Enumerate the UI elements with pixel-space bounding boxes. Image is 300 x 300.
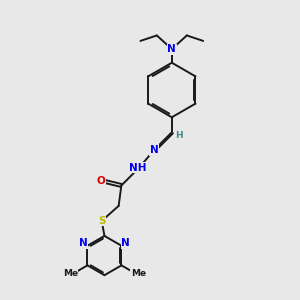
Text: N: N <box>121 238 130 248</box>
Text: H: H <box>175 130 182 140</box>
Text: S: S <box>98 216 106 226</box>
Text: N: N <box>150 145 158 155</box>
Text: NH: NH <box>129 163 146 173</box>
Text: N: N <box>167 44 176 54</box>
Text: Me: Me <box>131 269 146 278</box>
Text: Me: Me <box>63 269 78 278</box>
Text: N: N <box>79 238 88 248</box>
Text: O: O <box>97 176 106 186</box>
